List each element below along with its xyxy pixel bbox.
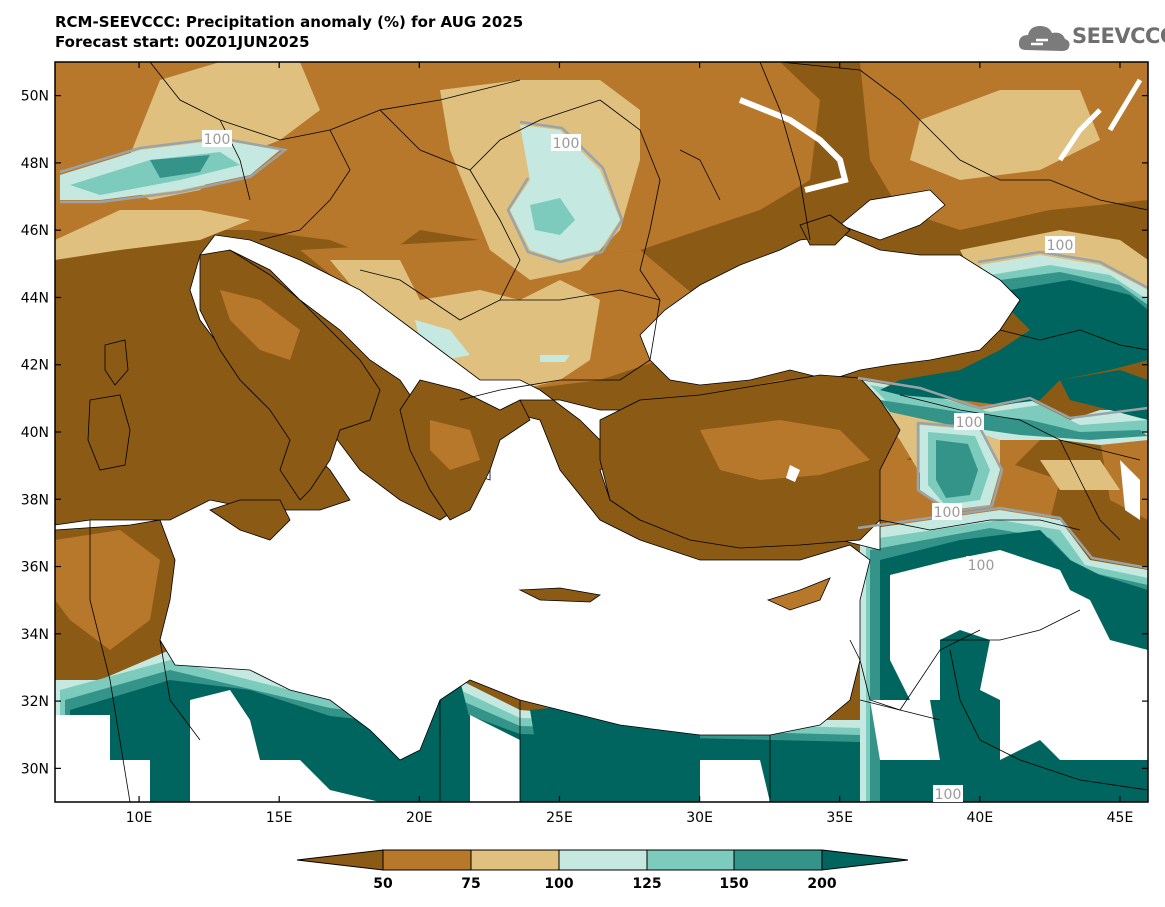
map-field bbox=[55, 62, 1148, 802]
contour-label-bg bbox=[551, 134, 581, 151]
colorbar-high-extend bbox=[821, 849, 909, 871]
lat-label: 46N bbox=[21, 223, 49, 239]
colorbar-label: 125 bbox=[632, 876, 662, 892]
title-line-2: Forecast start: 00Z01JUN2025 bbox=[55, 33, 310, 51]
contour-label: 100 bbox=[1047, 238, 1074, 254]
lat-label: 34N bbox=[21, 627, 49, 643]
lon-label: 15E bbox=[266, 810, 293, 826]
map-title: RCM-SEEVCCC: Precipitation anomaly (%) f… bbox=[55, 12, 523, 52]
colorbar-label: 75 bbox=[461, 876, 481, 892]
lon-label: 35E bbox=[826, 810, 853, 826]
lat-label: 36N bbox=[21, 560, 49, 576]
colorbar bbox=[296, 849, 909, 871]
colorbar-label: 100 bbox=[544, 876, 574, 892]
logo-text: SEEVCCC bbox=[1072, 24, 1165, 48]
lat-label: 30N bbox=[21, 761, 49, 777]
seevccc-logo: SEEVCCC bbox=[1016, 20, 1165, 56]
colorbar-label: 200 bbox=[807, 876, 837, 892]
lon-label: 20E bbox=[406, 810, 433, 826]
lon-label: 30E bbox=[686, 810, 713, 826]
latitude-axis: 50N 48N 46N 44N 42N 40N 38N 36N 34N 32N 30N bbox=[21, 89, 1148, 777]
colorbar-box bbox=[470, 849, 560, 871]
colorbar-low-extend bbox=[296, 849, 384, 871]
lat-label: 44N bbox=[21, 290, 49, 306]
contour-label-bg bbox=[202, 130, 232, 147]
colorbar-label: 150 bbox=[719, 876, 749, 892]
contour-label-bg bbox=[933, 785, 963, 802]
country-borders bbox=[89, 62, 1148, 802]
contour-label: 100 bbox=[956, 415, 983, 431]
lat-label: 50N bbox=[21, 89, 49, 105]
title-line-1: RCM-SEEVCCC: Precipitation anomaly (%) f… bbox=[55, 13, 524, 31]
lon-label: 45E bbox=[1107, 810, 1134, 826]
contour-label-bg bbox=[954, 413, 984, 430]
lon-label: 25E bbox=[546, 810, 573, 826]
lon-label: 10E bbox=[126, 810, 153, 826]
contour-label: 100 bbox=[934, 505, 961, 521]
contour-labels: 100 100 100 100 100 100 100 bbox=[202, 130, 1075, 803]
contour-label: 100 bbox=[204, 132, 231, 148]
lat-label: 32N bbox=[21, 694, 49, 710]
lat-label: 42N bbox=[21, 358, 49, 374]
lat-label: 40N bbox=[21, 425, 49, 441]
lon-label: 40E bbox=[967, 810, 994, 826]
longitude-axis: 10E 15E 20E 25E 30E 35E 40E 45E bbox=[126, 62, 1134, 826]
colorbar-box bbox=[646, 849, 735, 871]
colorbar-label: 50 bbox=[373, 876, 393, 892]
contour-label-bg bbox=[1045, 236, 1075, 253]
colorbar-box bbox=[558, 849, 648, 871]
colorbar-box bbox=[382, 849, 472, 871]
contour-label: 100 bbox=[935, 787, 962, 803]
lat-label: 48N bbox=[21, 156, 49, 172]
lat-label: 38N bbox=[21, 492, 49, 508]
contour-label: 100 bbox=[968, 558, 995, 574]
cloud-icon bbox=[1018, 26, 1070, 51]
contour-label-bg bbox=[932, 503, 962, 520]
contour-label: 100 bbox=[553, 136, 580, 152]
colorbar-box bbox=[733, 849, 823, 871]
contour-label-bg bbox=[966, 556, 996, 573]
